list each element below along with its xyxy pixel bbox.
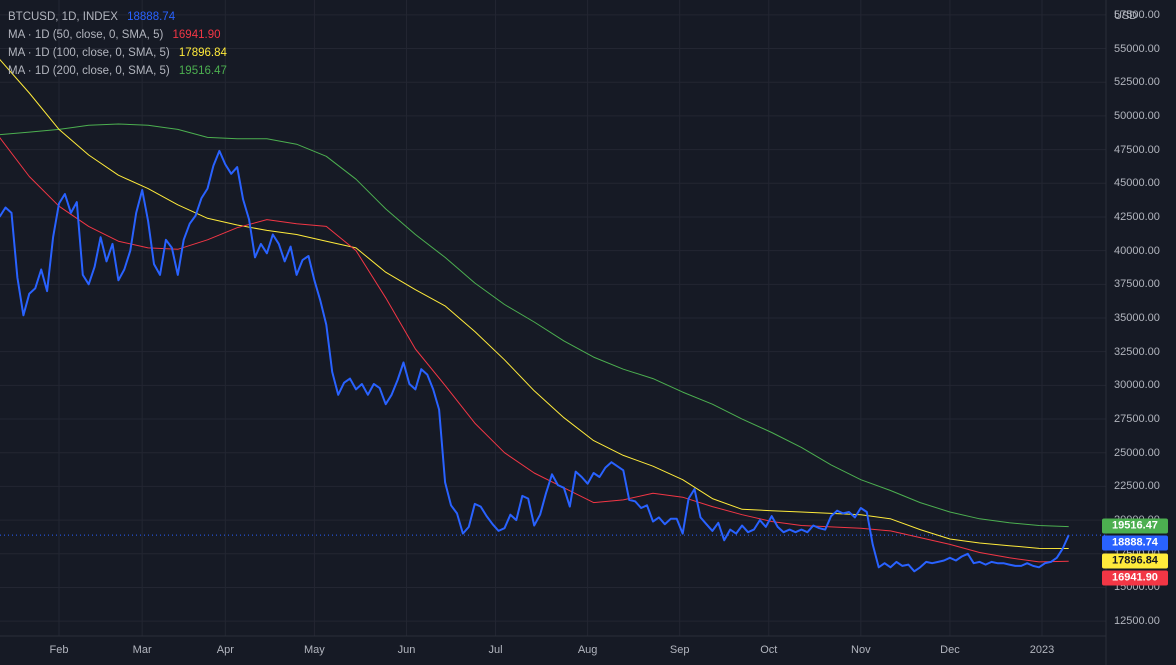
legend-ma50-row[interactable]: MA · 1D (50, close, 0, SMA, 5) 16941.90 (8, 26, 227, 44)
y-tick-label: 25000.00 (1114, 446, 1160, 459)
y-tick-label: 55000.00 (1114, 42, 1160, 55)
y-tick-label: 40000.00 (1114, 244, 1160, 257)
legend-symbol-row[interactable]: BTCUSD, 1D, INDEX 18888.74 (8, 8, 227, 26)
legend-ma100-row[interactable]: MA · 1D (100, close, 0, SMA, 5) 17896.84 (8, 44, 227, 62)
x-tick-label: Oct (760, 644, 778, 656)
chart-legend: BTCUSD, 1D, INDEX 18888.74 MA · 1D (50, … (8, 8, 227, 80)
chart-series (0, 58, 1070, 573)
x-tick-label: Aug (577, 644, 598, 656)
price-tag: 18888.74 (1102, 535, 1168, 551)
price-line[interactable] (0, 149, 1070, 573)
ma50-value: 16941.90 (172, 29, 221, 41)
ma200-label: MA · 1D (200, close, 0, SMA, 5) (8, 65, 170, 77)
price-tag: 19516.47 (1102, 518, 1168, 534)
y-tick-label: 35000.00 (1114, 312, 1160, 324)
y-tick-label: 32500.00 (1114, 345, 1160, 358)
x-tick-label: Nov (851, 644, 871, 656)
ma100-value: 17896.84 (178, 47, 227, 59)
y-tick-label: 37500.00 (1114, 278, 1160, 291)
y-tick-label: 50000.00 (1114, 109, 1160, 122)
y-tick-label: 57500.00 (1114, 8, 1160, 21)
legend-ma200-row[interactable]: MA · 1D (200, close, 0, SMA, 5) 19516.47 (8, 62, 227, 80)
y-tick-label: 52500.00 (1114, 76, 1160, 89)
x-tick-label: Jul (488, 644, 503, 656)
x-tick-label: Dec (940, 644, 960, 656)
currency-label: USD (1114, 10, 1138, 22)
ma50-line[interactable] (0, 137, 1069, 563)
y-tick-label: 45000.00 (1114, 177, 1160, 190)
x-tick-label: Sep (669, 644, 690, 656)
x-tick-label: May (304, 644, 325, 656)
ma100-line[interactable] (0, 58, 1069, 549)
x-tick-label: Feb (49, 644, 69, 656)
symbol-price: 18888.74 (127, 11, 176, 23)
y-tick-label: 47500.00 (1114, 143, 1160, 156)
price-tag: 17896.84 (1102, 553, 1168, 569)
symbol-label: BTCUSD, 1D, INDEX (8, 11, 118, 23)
y-tick-label: 12500.00 (1114, 615, 1160, 628)
y-tick-label: 22500.00 (1114, 480, 1160, 493)
x-tick-label: Jun (397, 644, 416, 656)
price-tag: 16941.90 (1102, 570, 1168, 586)
y-tick-label: 42500.00 (1114, 210, 1160, 223)
y-tick-label: 27500.00 (1114, 413, 1160, 426)
x-tick-label: Apr (216, 644, 234, 656)
x-tick-label: 2023 (1029, 644, 1055, 656)
chart-grid (0, 0, 1106, 636)
ma200-value: 19516.47 (178, 65, 227, 77)
ma100-label: MA · 1D (100, close, 0, SMA, 5) (8, 47, 170, 59)
x-tick-label: Mar (132, 644, 152, 656)
ma50-label: MA · 1D (50, close, 0, SMA, 5) (8, 29, 164, 41)
y-tick-label: 30000.00 (1114, 379, 1160, 392)
ma200-line[interactable] (0, 123, 1069, 528)
